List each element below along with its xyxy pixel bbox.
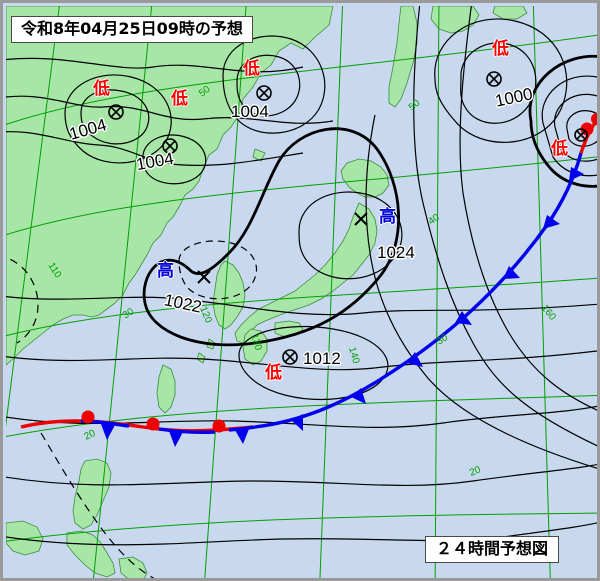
cold-tooth — [569, 167, 584, 181]
warm-bump — [146, 417, 160, 431]
cold-tooth — [543, 215, 560, 229]
low-center-marker-mid — [162, 138, 178, 154]
parallel-50 — [6, 34, 597, 125]
low-symbol-1004-west: 低 — [93, 79, 110, 99]
low-symbol-1012: 低 — [265, 363, 282, 383]
cold-tooth — [169, 431, 183, 447]
cold-tooth — [407, 352, 423, 367]
graticule-label: 140 — [346, 346, 361, 365]
isobar-high1024-r1 — [298, 191, 403, 280]
isobar-low1004n-outer — [222, 35, 326, 134]
parallel-30 — [6, 277, 597, 337]
low-symbol-1000: 低 — [492, 39, 509, 59]
isobar-high1022-dash — [178, 240, 258, 300]
cold-tooth — [291, 414, 303, 431]
land-ne-islands — [492, 6, 528, 20]
isobar-lowfar-r1 — [566, 110, 597, 147]
thick-isobar-group — [142, 54, 597, 347]
land-small-island-a — [252, 148, 266, 162]
cold-tooth — [101, 424, 115, 440]
land-asia-continent — [6, 6, 334, 366]
isobar-ne-b — [459, 6, 597, 411]
graticule-label: 20 — [82, 428, 97, 443]
isobar-low1004n-ring — [236, 54, 301, 117]
center-markers — [108, 71, 588, 365]
stationary-front-seg-blue-3 — [228, 425, 256, 432]
cold-front-line — [254, 152, 583, 429]
parallel-40 — [6, 156, 597, 236]
landmass-group — [6, 6, 528, 578]
warm-bump — [212, 419, 226, 433]
land-philippines-mindanao — [118, 556, 148, 578]
land-hokkaido — [340, 158, 390, 198]
land-sakhalin — [388, 6, 418, 108]
graticule-label: 130 — [248, 333, 264, 353]
low-center-marker-1012 — [282, 349, 298, 365]
land-philippines-luzon — [72, 458, 112, 530]
forecast-period-legend: ２４時間予想図 — [425, 536, 560, 564]
pressure-value-1024: 1024 — [377, 243, 415, 262]
isobar-ne-c — [365, 114, 597, 469]
cold-tooth — [351, 388, 366, 404]
high-center-marker-1024 — [354, 212, 368, 226]
low-center-marker-1004w — [108, 104, 124, 120]
low-center-marker-far-east — [574, 128, 588, 142]
pressure-value-1004-north: 1004 — [231, 102, 269, 121]
low-center-marker-1000 — [486, 71, 502, 87]
meridian-160 — [532, 6, 551, 578]
cold-tooth — [235, 429, 249, 444]
isobar-low1004w-ring — [80, 89, 150, 145]
isobar-mid-e — [6, 522, 597, 546]
isobar-nw-b — [6, 95, 334, 124]
warm-bump — [81, 410, 95, 424]
isobar-low1000-outer — [434, 18, 568, 143]
isobar-lowfar-r3 — [541, 75, 597, 177]
land-korea — [212, 260, 246, 330]
low-symbol-1004-north: 低 — [243, 59, 260, 79]
parallel-10 — [6, 512, 597, 542]
isobar-ne-a — [413, 6, 597, 447]
high-symbol-1024: 高 — [379, 207, 396, 227]
high-symbol-1022: 高 — [157, 261, 174, 281]
land-borneo-edge — [6, 520, 44, 556]
graticule-label: 20 — [468, 464, 483, 479]
land-ryukyu-2 — [196, 352, 206, 364]
cold-tooth — [503, 266, 520, 279]
isobar-lowfar-r2 — [553, 93, 597, 162]
warm-bump — [591, 113, 597, 125]
thick-isobar-far-east-low — [528, 54, 597, 188]
low-center-marker-1004n — [256, 85, 272, 101]
isobar-mid-d — [6, 463, 597, 487]
land-taiwan — [156, 364, 176, 414]
cold-front-main — [254, 152, 584, 431]
isobar-mid-b — [6, 350, 597, 371]
cold-tooth — [455, 311, 472, 325]
isobar-lowmid-ring — [142, 134, 207, 185]
thick-isobar-japan-high — [142, 127, 400, 347]
low-symbol-far-east: 低 — [551, 139, 568, 159]
isobar-nw-a — [6, 57, 304, 73]
high-center-marker-1022 — [197, 270, 211, 284]
pressure-value-1012: 1012 — [303, 349, 341, 368]
stationary-front — [20, 410, 256, 447]
isobar-low1012-ring — [238, 325, 389, 401]
land-philippines-visayas — [66, 530, 116, 578]
chart-title-box: 令和8年04月25日09時の予想 — [11, 16, 253, 44]
parallel-20 — [6, 395, 597, 438]
isobar-mid-a — [6, 295, 597, 316]
isobar-group — [6, 6, 597, 578]
meridian-140 — [319, 6, 343, 578]
low-symbol-mid: 低 — [171, 89, 188, 109]
weather-map-svg: 50 50 40 30 30 20 20 110 120 130 140 160 — [6, 6, 597, 578]
trough-dashed-philippines — [40, 432, 155, 578]
stationary-front-seg-blue-2 — [158, 427, 216, 435]
trough-dashed-west — [6, 256, 39, 344]
